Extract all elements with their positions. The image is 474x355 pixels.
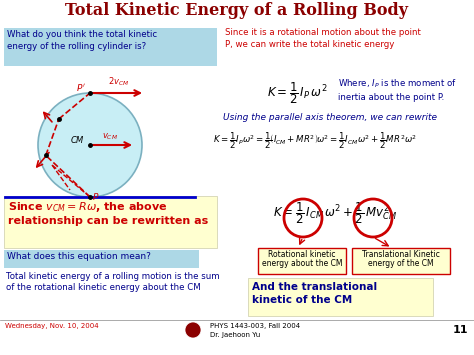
Text: $K = \dfrac{1}{2}\,I_{CM}\,\omega^2 + \dfrac{1}{2}\,Mv_{CM}^2$: $K = \dfrac{1}{2}\,I_{CM}\,\omega^2 + \d… [273, 200, 397, 226]
Bar [258, 248, 346, 274]
Text: $v_{CM}$: $v_{CM}$ [102, 131, 118, 142]
Text: energy of the CM: energy of the CM [368, 259, 434, 268]
Text: 11: 11 [453, 325, 468, 335]
Text: Since $v_{CM}=R\omega$, the above: Since $v_{CM}=R\omega$, the above [8, 200, 168, 214]
Text: What does this equation mean?: What does this equation mean? [7, 252, 151, 261]
Text: kinetic of the CM: kinetic of the CM [252, 295, 352, 305]
Text: Rotational kinetic: Rotational kinetic [268, 250, 336, 259]
Text: $CM$: $CM$ [70, 134, 85, 145]
Text: Total Kinetic Energy of a Rolling Body: Total Kinetic Energy of a Rolling Body [65, 2, 409, 19]
Text: What do you think the total kinetic
energy of the rolling cylinder is?: What do you think the total kinetic ener… [7, 30, 157, 51]
Text: Wednesday, Nov. 10, 2004: Wednesday, Nov. 10, 2004 [5, 323, 99, 329]
Bar [4, 250, 199, 268]
Text: $K = \dfrac{1}{2}\,I_P\,\omega^2$: $K = \dfrac{1}{2}\,I_P\,\omega^2$ [267, 80, 328, 106]
Text: PHYS 1443-003, Fall 2004: PHYS 1443-003, Fall 2004 [210, 323, 300, 329]
Text: $P'$: $P'$ [76, 82, 86, 93]
Text: $P$: $P$ [92, 191, 100, 202]
Text: Total kinetic energy of a rolling motion is the sum: Total kinetic energy of a rolling motion… [6, 272, 219, 281]
Bar [4, 28, 217, 66]
Text: Dr. Jaehoon Yu: Dr. Jaehoon Yu [210, 332, 260, 338]
Text: energy about the CM: energy about the CM [262, 259, 342, 268]
Text: $K = \dfrac{1}{2}I_P\omega^2 = \dfrac{1}{2}\!\left(I_{CM}+MR^2\right)\!\omega^2 : $K = \dfrac{1}{2}I_P\omega^2 = \dfrac{1}… [213, 130, 417, 151]
Circle shape [38, 93, 142, 197]
Bar [248, 278, 433, 316]
Text: Using the parallel axis theorem, we can rewrite: Using the parallel axis theorem, we can … [223, 113, 437, 122]
Text: of the rotational kinetic energy about the CM: of the rotational kinetic energy about t… [6, 283, 201, 292]
Text: $2v_{CM}$: $2v_{CM}$ [108, 76, 129, 88]
Text: Since it is a rotational motion about the point
P, we can write the total kineti: Since it is a rotational motion about th… [225, 28, 421, 49]
Text: Where, $I_P$ is the moment of
inertia about the point P.: Where, $I_P$ is the moment of inertia ab… [338, 78, 457, 102]
Bar [4, 196, 217, 248]
Text: Translational Kinetic: Translational Kinetic [362, 250, 440, 259]
Circle shape [185, 322, 201, 338]
Text: And the translational: And the translational [252, 282, 377, 292]
Text: relationship can be rewritten as: relationship can be rewritten as [8, 216, 208, 226]
Bar [352, 248, 450, 274]
